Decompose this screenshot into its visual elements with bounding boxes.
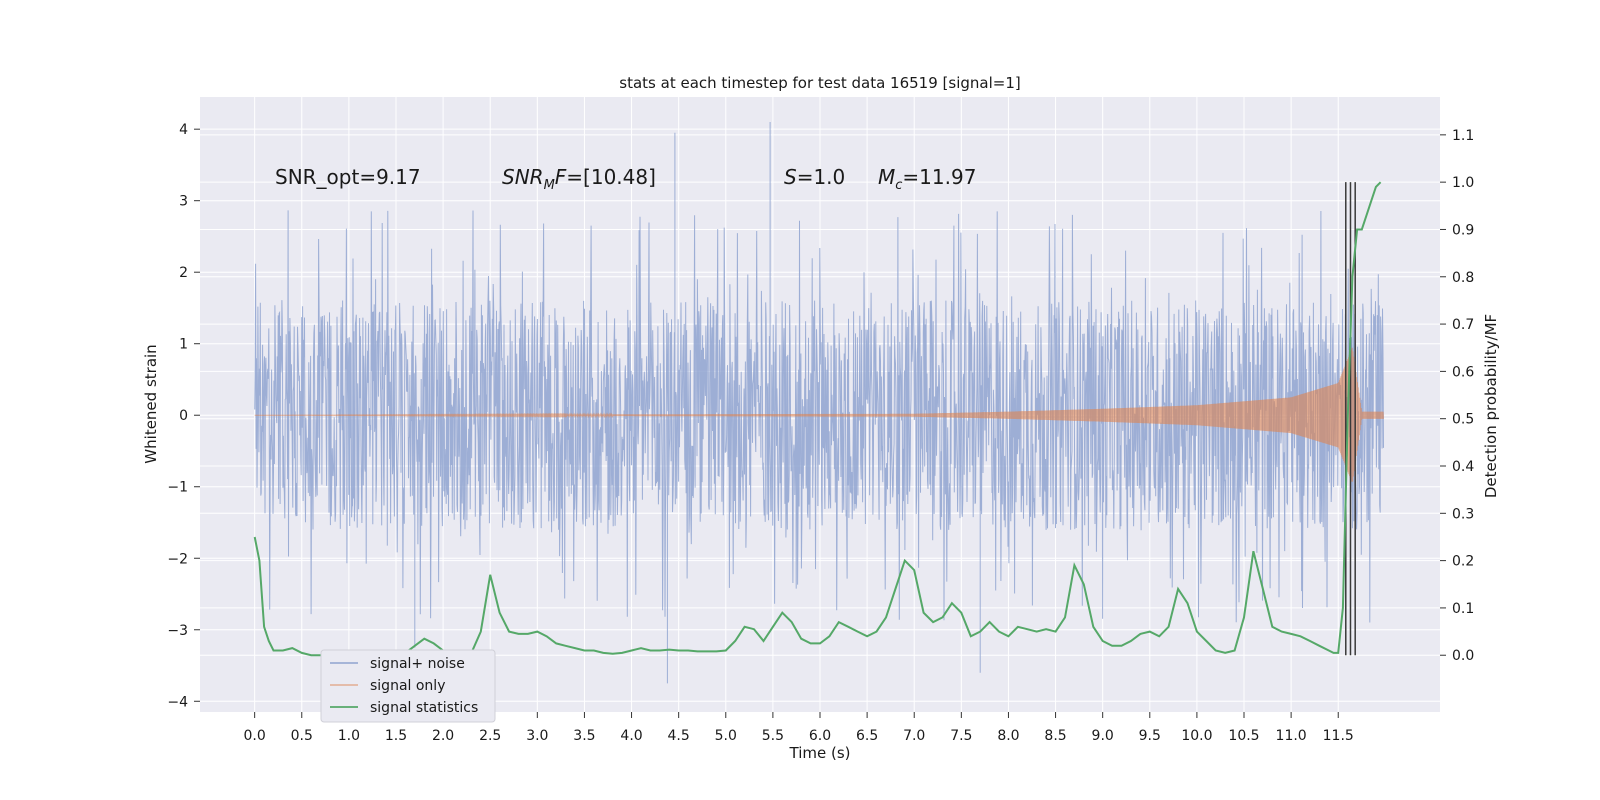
legend-label-signal-statistics: signal statistics [370,700,478,716]
y2-tick-label: 1.1 [1452,128,1474,144]
y-tick-label: 4 [179,122,188,138]
x-tick-label: 6.5 [856,728,878,744]
y-axis-ticks: 4 3 2 1 0 −1 −2 −3 −4 [167,122,200,710]
x-tick-label: 9.5 [1139,728,1161,744]
x-tick-label: 8.5 [1044,728,1066,744]
legend: signal+ noise signal only signal statist… [320,649,496,723]
y2-tick-label: 0.2 [1452,554,1474,570]
signal-noise-line [254,122,1384,684]
annotation-snr-opt: SNR_opt=9.17 [275,165,421,189]
signal-only-series [254,347,1384,482]
y2-tick-label: 0.5 [1452,412,1474,428]
x-tick-label: 7.5 [950,728,972,744]
x-tick-label: 4.5 [668,728,690,744]
y2-tick-label: 0.4 [1452,459,1474,475]
legend-label-signal-noise: signal+ noise [370,656,465,672]
x-axis-label: Time (s) [789,744,851,762]
y2-tick-label: 0.8 [1452,270,1474,286]
chart-title: stats at each timestep for test data 165… [619,74,1020,92]
y2-tick-label: 0.6 [1452,364,1474,380]
x-tick-label: 2.0 [432,728,454,744]
x-tick-label: 8.0 [997,728,1019,744]
y-tick-label: 2 [179,265,188,281]
x-tick-label: 9.0 [1092,728,1114,744]
y2-tick-label: 0.7 [1452,317,1474,333]
y-tick-label: −2 [167,551,188,567]
x-tick-label: 6.0 [809,728,831,744]
y2-tick-label: 0.1 [1452,601,1474,617]
y2-tick-label: 0.3 [1452,506,1474,522]
y-tick-label: −1 [167,480,188,496]
y-axis-label: Whitened strain [142,344,160,463]
vertical-markers [1345,182,1356,656]
y2-axis-ticks: 1.1 1.0 0.9 0.8 0.7 0.6 0.5 0.4 0.3 0.2 0.1 0.0 [1440,128,1474,664]
x-tick-label: 0.0 [244,728,266,744]
signal-only-line [254,347,1384,482]
y-tick-label: −3 [167,623,188,639]
x-tick-label: 10.0 [1181,728,1212,744]
legend-label-signal-only: signal only [370,678,445,694]
x-tick-label: 1.5 [385,728,407,744]
x-tick-label: 5.5 [762,728,784,744]
x-tick-label: 11.5 [1323,728,1354,744]
x-tick-label: 5.0 [715,728,737,744]
x-tick-label: 2.5 [479,728,501,744]
x-tick-label: 4.0 [620,728,642,744]
signal-noise-series [254,122,1384,684]
y2-tick-label: 0.0 [1452,648,1474,664]
y-tick-label: 1 [179,337,188,353]
x-tick-label: 10.5 [1228,728,1259,744]
x-tick-label: 0.5 [291,728,313,744]
x-tick-label: 7.0 [903,728,925,744]
x-tick-label: 1.0 [338,728,360,744]
x-axis-ticks: 0.0 0.5 1.0 1.5 2.0 2.5 3.0 3.5 4.0 4.5 5.0 5.5 6.0 6… [244,712,1354,744]
y-tick-label: 0 [179,408,188,424]
legend-box [320,649,496,723]
x-tick-label: 3.5 [573,728,595,744]
x-tick-label: 3.0 [526,728,548,744]
y-tick-label: −4 [167,694,188,710]
y-tick-label: 3 [179,194,188,210]
annotation-mc: Mc=11.97 [878,165,976,193]
x-tick-label: 11.0 [1276,728,1307,744]
annotation-s: S=1.0 [784,165,845,189]
annotation-snr-mf: SNRMF=[10.48] [502,165,656,193]
y2-tick-label: 1.0 [1452,175,1474,191]
y2-tick-label: 0.9 [1452,222,1474,238]
y2-axis-label: Detection probability/MF [1482,314,1500,498]
